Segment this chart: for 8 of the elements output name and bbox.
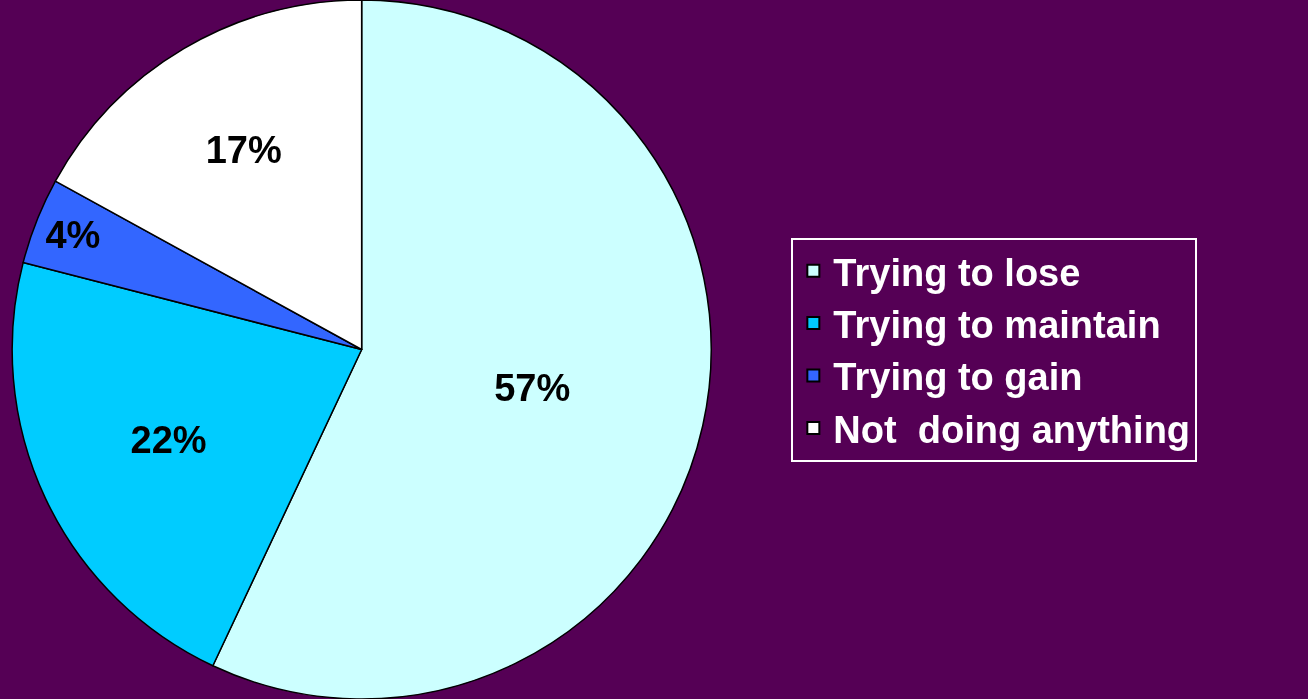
legend-label: Not doing anything <box>833 408 1191 451</box>
data-label: 57% <box>494 366 571 409</box>
legend-label: Trying to maintain <box>833 303 1161 346</box>
data-label: 4% <box>45 214 101 257</box>
data-label: 17% <box>205 129 282 172</box>
legend-label: Trying to gain <box>833 356 1083 399</box>
legend-label: Trying to lose <box>833 251 1081 294</box>
data-label: 22% <box>130 419 207 462</box>
